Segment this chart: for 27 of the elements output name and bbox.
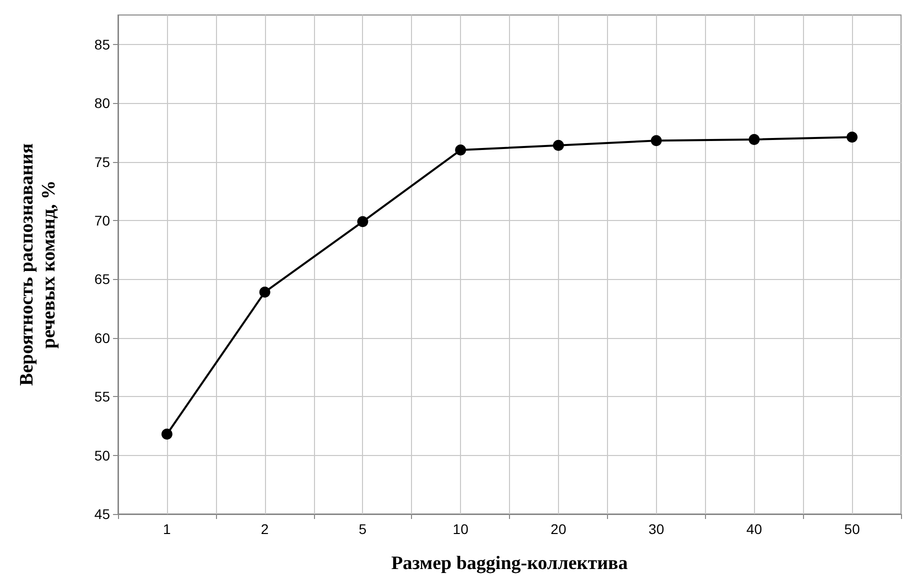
x-tick-label: 20 — [550, 521, 566, 537]
x-tick-label: 30 — [648, 521, 664, 537]
x-tick-label: 1 — [163, 521, 172, 537]
y-tick-label: 65 — [94, 271, 110, 288]
point — [552, 140, 564, 151]
y-tick-label: 85 — [94, 36, 110, 52]
x-tick-label: 40 — [746, 521, 762, 537]
point — [846, 132, 858, 143]
y-tick-label: 60 — [94, 330, 110, 346]
point — [650, 135, 662, 146]
y-tick-label: 50 — [94, 447, 110, 464]
y-tick-label: 70 — [94, 212, 110, 228]
x-tick-label: 2 — [260, 521, 269, 537]
point — [455, 144, 466, 156]
x-tick-label: 50 — [844, 521, 860, 537]
x-tick-label: 10 — [452, 521, 469, 537]
point — [161, 428, 172, 440]
point — [748, 134, 760, 145]
y-tick-label: 80 — [94, 95, 110, 112]
y-axis-title: Вероятность распознавания речевых команд, % — [16, 143, 60, 386]
x-tick-label: 5 — [358, 521, 367, 537]
point — [357, 216, 368, 228]
x-axis-title: Размер bagging-коллектива — [391, 553, 628, 574]
point — [259, 286, 270, 298]
y-tick-label: 75 — [94, 154, 110, 170]
y-tick-label: 55 — [94, 388, 110, 405]
y-tick-label: 45 — [94, 506, 110, 522]
